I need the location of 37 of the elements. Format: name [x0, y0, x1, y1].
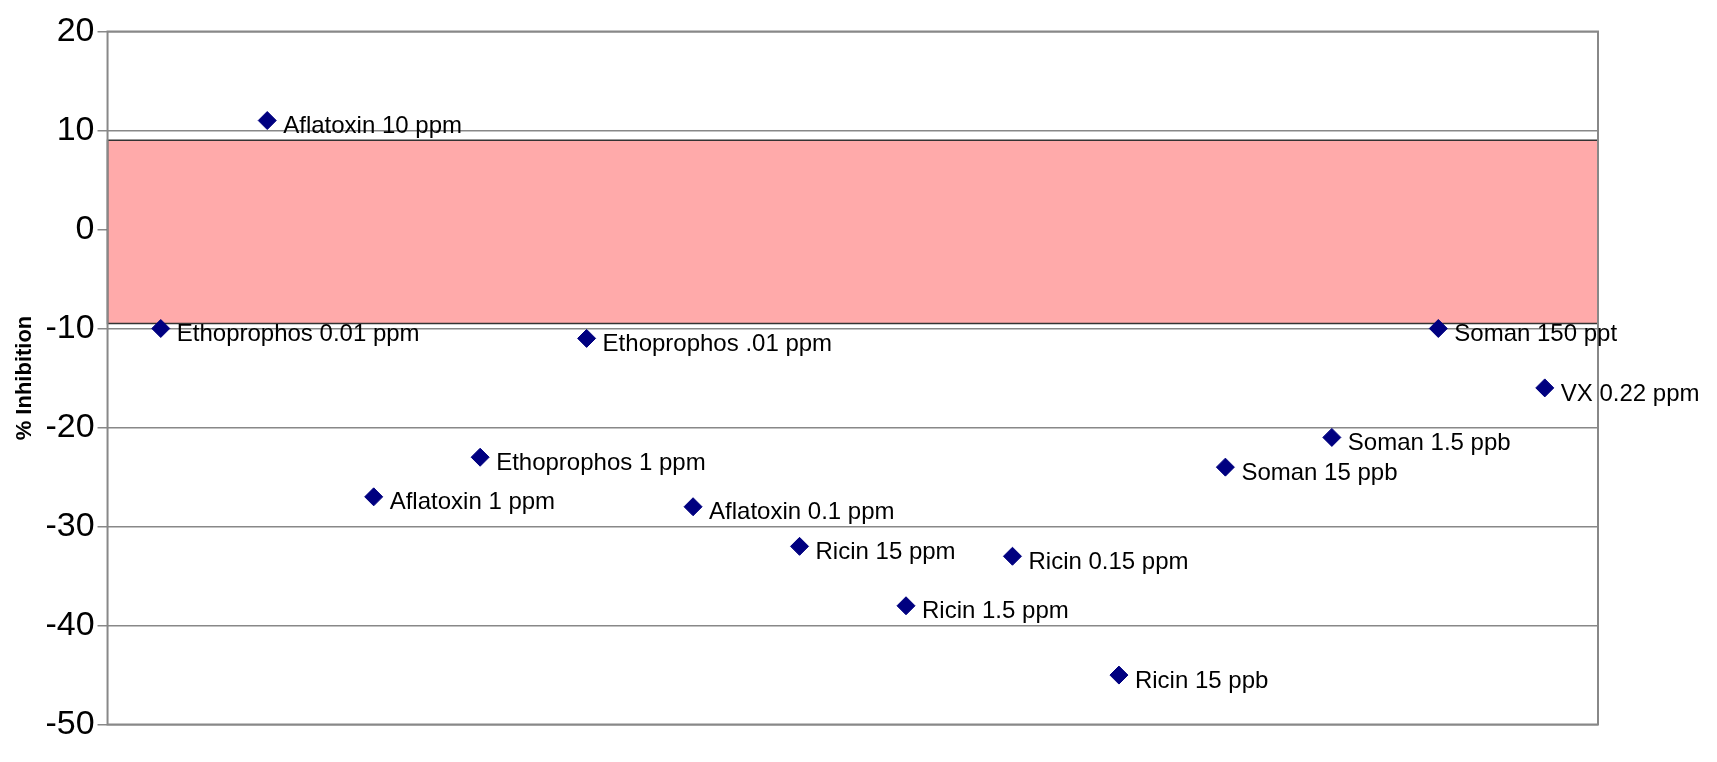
y-tick-label: 10: [56, 108, 95, 147]
data-label: Ethoprophos 0.01 ppm: [176, 319, 420, 347]
y-tick-label: -40: [45, 603, 95, 642]
data-label: Ricin 15 ppb: [1134, 665, 1269, 693]
point: [790, 536, 810, 556]
data-label: Ricin 1.5 ppm: [922, 596, 1069, 624]
data-label: Aflatoxin 10 ppm: [283, 111, 463, 139]
y-axis-title: % Inhibition: [11, 315, 37, 441]
point: [896, 596, 916, 616]
y-tick-label: -50: [45, 702, 95, 741]
data-label: Aflatoxin 1 ppm: [389, 487, 556, 515]
point: [1215, 457, 1235, 477]
data-label: Ethoprophos 1 ppm: [496, 447, 706, 475]
point: [1428, 318, 1448, 338]
data-label: Ricin 0.15 ppm: [1028, 546, 1189, 574]
data-label: Aflatoxin 0.1 ppm: [709, 497, 895, 525]
y-tick-label: 20: [56, 9, 95, 48]
point: [470, 447, 490, 467]
data-label: VX 0.22 ppm: [1560, 378, 1700, 406]
y-tick-label: -20: [45, 405, 95, 444]
point: [577, 328, 597, 348]
data-label: Soman 1.5 ppb: [1347, 428, 1511, 456]
point: [1109, 665, 1129, 685]
point: [1322, 427, 1342, 447]
point: [364, 487, 384, 507]
y-tick-label: 0: [75, 207, 95, 246]
point: [1002, 546, 1022, 566]
data-label: Soman 15 ppb: [1241, 457, 1398, 485]
data-label: Ricin 15 ppm: [815, 536, 956, 564]
point: [257, 111, 277, 131]
point: [683, 497, 703, 517]
y-tick-label: -10: [45, 306, 95, 345]
point: [1535, 378, 1555, 398]
data-label: Soman 150 ppt: [1454, 319, 1618, 347]
y-tick-label: -30: [45, 504, 95, 543]
data-label: Ethoprophos .01 ppm: [602, 329, 833, 357]
point: [151, 318, 171, 338]
